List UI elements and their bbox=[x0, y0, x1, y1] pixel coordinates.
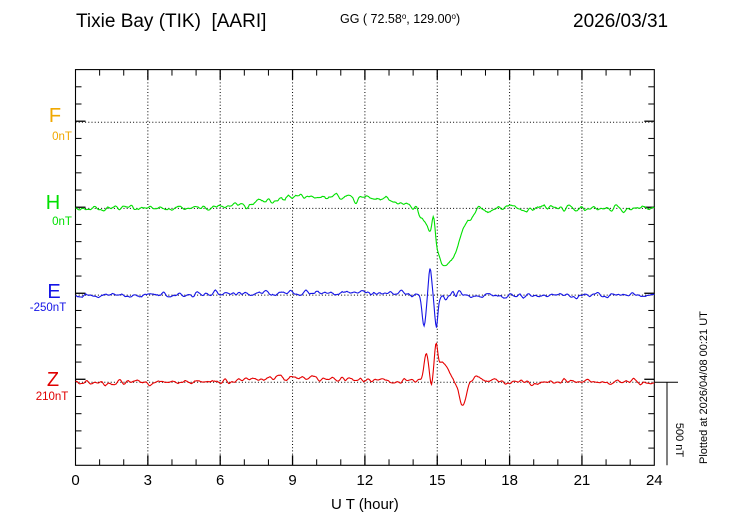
svg-text:500 nT: 500 nT bbox=[673, 423, 685, 458]
svg-text:Plotted at 2026/04/08 00:21 UT: Plotted at 2026/04/08 00:21 UT bbox=[698, 311, 710, 464]
svg-text:E: E bbox=[47, 281, 60, 303]
svg-text:6: 6 bbox=[216, 472, 224, 489]
svg-text:U T (hour): U T (hour) bbox=[331, 496, 399, 513]
svg-text:GG ( 72.58o, 129.00o): GG ( 72.58o, 129.00o) bbox=[340, 12, 460, 27]
svg-text:18: 18 bbox=[501, 472, 518, 489]
svg-text:Tixie Bay (TIK) [AARI]: Tixie Bay (TIK) [AARI] bbox=[76, 11, 266, 32]
svg-text:Z: Z bbox=[47, 369, 59, 391]
svg-text:2026/03/31: 2026/03/31 bbox=[573, 11, 668, 32]
svg-text:21: 21 bbox=[574, 472, 591, 489]
svg-text:-250nT: -250nT bbox=[30, 302, 66, 314]
svg-text:H: H bbox=[46, 192, 60, 214]
svg-text:0nT: 0nT bbox=[52, 131, 72, 143]
svg-text:0: 0 bbox=[71, 472, 79, 489]
svg-text:0nT: 0nT bbox=[52, 216, 72, 228]
svg-text:3: 3 bbox=[144, 472, 152, 489]
svg-text:15: 15 bbox=[429, 472, 446, 489]
svg-text:9: 9 bbox=[288, 472, 296, 489]
svg-text:210nT: 210nT bbox=[36, 391, 69, 403]
svg-text:24: 24 bbox=[646, 472, 663, 489]
svg-text:12: 12 bbox=[357, 472, 374, 489]
svg-text:F: F bbox=[49, 105, 61, 127]
